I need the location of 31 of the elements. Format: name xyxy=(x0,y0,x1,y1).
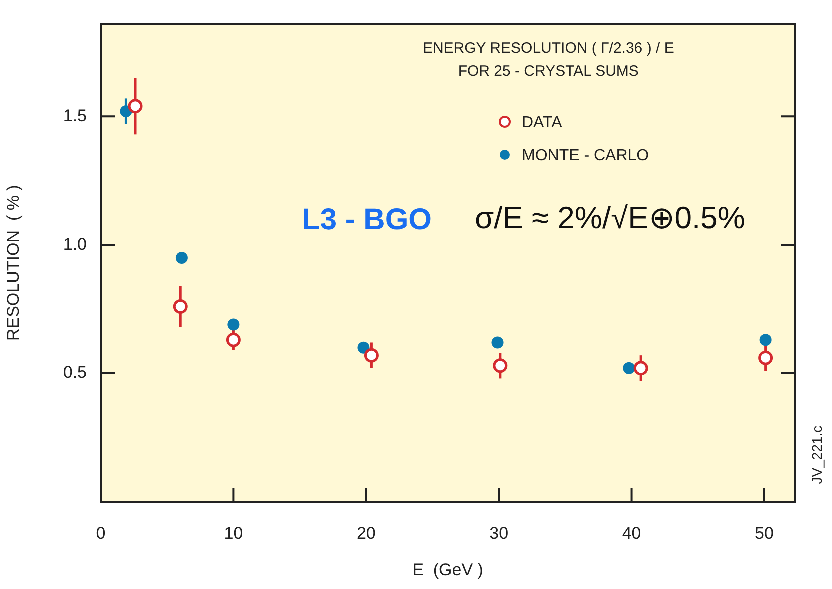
point xyxy=(226,332,241,348)
y-tick-label: 0.5 xyxy=(63,363,87,382)
point xyxy=(228,318,240,331)
y-axis-title: RESOLUTION ( % ) xyxy=(4,185,23,342)
point xyxy=(760,334,772,346)
x-tick-label: 50 xyxy=(755,524,774,543)
text: JV_221.c xyxy=(808,426,825,484)
y-tick-label: 1.5 xyxy=(63,106,87,126)
point xyxy=(623,362,636,374)
legend-label: DATA xyxy=(522,114,563,132)
legend-label: MONTE - CARLO xyxy=(522,147,650,164)
x-tick-label: 20 xyxy=(356,524,376,543)
point xyxy=(364,348,379,363)
x-tick-label: 10 xyxy=(224,524,244,543)
point xyxy=(176,252,188,264)
y-tick-label: 1.0 xyxy=(63,234,87,254)
point xyxy=(493,358,508,374)
point xyxy=(634,361,648,376)
x-axis-title: E (GeV ) xyxy=(412,560,484,580)
annotation: σ/E ≈ 2%/√E⊕0.5% xyxy=(475,200,746,236)
point xyxy=(173,300,188,314)
point xyxy=(758,350,774,366)
x-tick-label: 30 xyxy=(490,524,509,543)
point xyxy=(492,336,504,349)
point xyxy=(128,99,143,114)
x-tick-label: 40 xyxy=(622,524,642,543)
text: FOR 25 - CRYSTAL SUMS xyxy=(458,63,639,80)
x-tick-label: 0 xyxy=(96,524,106,543)
text: ENERGY RESOLUTION ( Γ/2.36 ) / E xyxy=(422,40,674,58)
annotation: L3 - BGO xyxy=(302,203,432,236)
point xyxy=(358,342,370,354)
